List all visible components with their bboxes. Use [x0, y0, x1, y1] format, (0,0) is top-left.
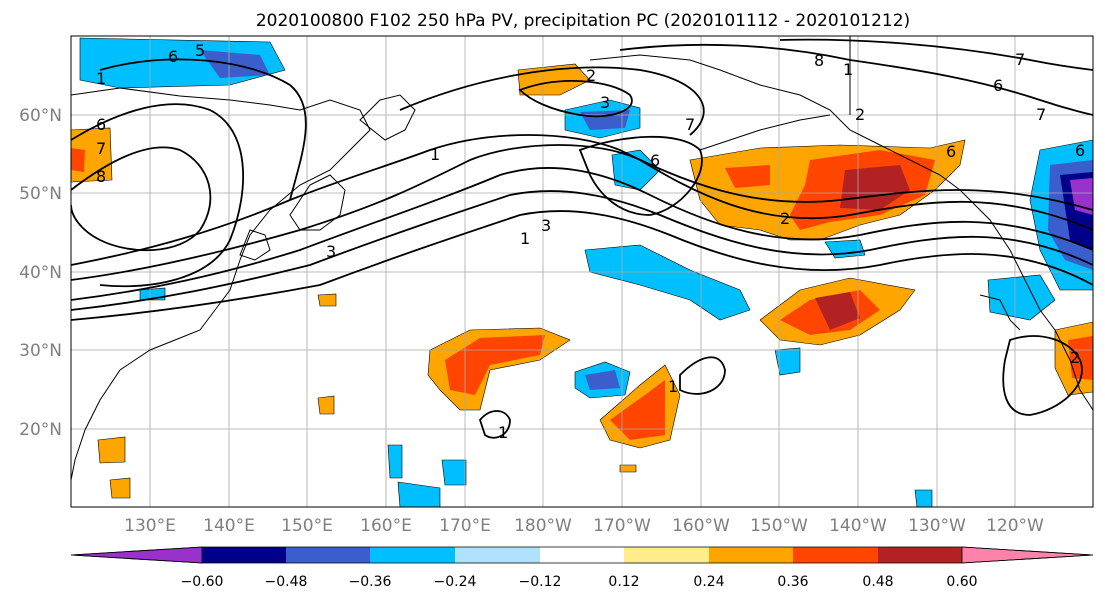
- colorbar-label: −0.60: [181, 574, 224, 590]
- contour-label: 7: [96, 139, 106, 158]
- contour-label: 2: [586, 66, 596, 85]
- lat-tick-label: 50°N: [19, 184, 62, 204]
- lat-tick-label: 40°N: [19, 263, 62, 283]
- contour-label: 2: [1070, 348, 1080, 367]
- contour-label: 7: [1036, 105, 1046, 124]
- lon-tick-label: 150°W: [750, 516, 808, 536]
- colorbar-label: −0.12: [519, 574, 562, 590]
- contour-label: 6: [650, 151, 660, 170]
- contour-label: 2: [855, 105, 865, 124]
- pv-contours: [71, 38, 1093, 439]
- map-panel: 1 6 5 6 7 8 2 3 3 1 7 6 8 1 6 7 6 3 1 2: [70, 35, 1094, 508]
- contour-label: 1: [498, 423, 508, 442]
- colorbar-label: 0.12: [608, 574, 639, 590]
- contour-label: 6: [946, 142, 956, 161]
- lat-tick-label: 60°N: [19, 106, 62, 126]
- colorbar-extend-low: [70, 546, 203, 564]
- precip-shading: [71, 37, 1093, 507]
- lat-tick-labels: 20°N 30°N 40°N 50°N 60°N: [19, 106, 62, 440]
- contour-label: 6: [993, 76, 1003, 95]
- colorbar-segment: [370, 547, 455, 563]
- contour-label: 2: [780, 209, 790, 228]
- colorbar-segment: [878, 547, 962, 563]
- lon-tick-label: 140°E: [203, 516, 255, 536]
- contour-label: 3: [541, 216, 551, 235]
- lon-tick-label: 130°W: [908, 516, 966, 536]
- colorbar-segment: [540, 547, 624, 563]
- lon-tick-label: 150°E: [281, 516, 333, 536]
- colorbar-segment: [624, 547, 709, 563]
- colorbar-label: −0.36: [349, 574, 392, 590]
- contour-label: 6: [168, 47, 178, 66]
- contour-labels: 1 6 5 6 7 8 2 3 3 1 7 6 8 1 6 7 6 3 1 2: [96, 41, 1085, 442]
- lon-tick-label: 120°W: [986, 516, 1044, 536]
- colorbar-segment: [793, 547, 878, 563]
- colorbar-label: 0.36: [777, 574, 808, 590]
- colorbar-segment: [202, 547, 286, 563]
- colorbar-segment: [709, 547, 793, 563]
- lon-tick-label: 160°E: [360, 516, 412, 536]
- lon-tick-label: 170°E: [439, 516, 491, 536]
- contour-label: 7: [685, 115, 695, 134]
- lat-tick-label: 20°N: [19, 420, 62, 440]
- lon-tick-label: 170°W: [593, 516, 651, 536]
- colorbar-label: 0.60: [946, 574, 977, 590]
- contour-label: 1: [430, 145, 440, 164]
- colorbar-label: −0.24: [434, 574, 477, 590]
- colorbar-frame: [70, 546, 1094, 564]
- contour-label: 3: [326, 242, 336, 261]
- contour-label: 1: [520, 229, 530, 248]
- lon-tick-label: 140°W: [829, 516, 887, 536]
- contour-label: 3: [600, 93, 610, 112]
- contour-label: 8: [96, 167, 106, 186]
- colorbar-label: 0.48: [862, 574, 893, 590]
- colorbar-labels: −0.60 −0.48 −0.36 −0.24 −0.12 0.12 0.24 …: [181, 574, 978, 590]
- colorbar-segments: [70, 546, 1094, 564]
- contour-label: 5: [195, 41, 205, 60]
- colorbar-label: 0.24: [693, 574, 724, 590]
- contour-label: 8: [814, 51, 824, 70]
- lon-tick-label: 130°E: [124, 516, 176, 536]
- contour-label: 6: [96, 115, 106, 134]
- colorbar-segment: [455, 547, 540, 563]
- colorbar: −0.60 −0.48 −0.36 −0.24 −0.12 0.12 0.24 …: [70, 546, 1094, 590]
- colorbar-label: −0.48: [265, 574, 308, 590]
- colorbar-segment: [286, 547, 370, 563]
- contour-label: 1: [96, 69, 106, 88]
- lat-tick-label: 30°N: [19, 341, 62, 361]
- contour-label: 6: [1075, 141, 1085, 160]
- coastlines: [71, 36, 1093, 481]
- lon-tick-labels: 130°E 140°E 150°E 160°E 170°E 180°W 170°…: [124, 516, 1044, 536]
- contour-label: 7: [1015, 50, 1025, 69]
- lon-tick-label: 160°W: [672, 516, 730, 536]
- lon-tick-label: 180°W: [514, 516, 572, 536]
- contour-label: 1: [843, 60, 853, 79]
- colorbar-extend-high: [961, 546, 1094, 564]
- figure-title: 2020100800 F102 250 hPa PV, precipitatio…: [256, 11, 910, 31]
- contour-label: 1: [668, 377, 678, 396]
